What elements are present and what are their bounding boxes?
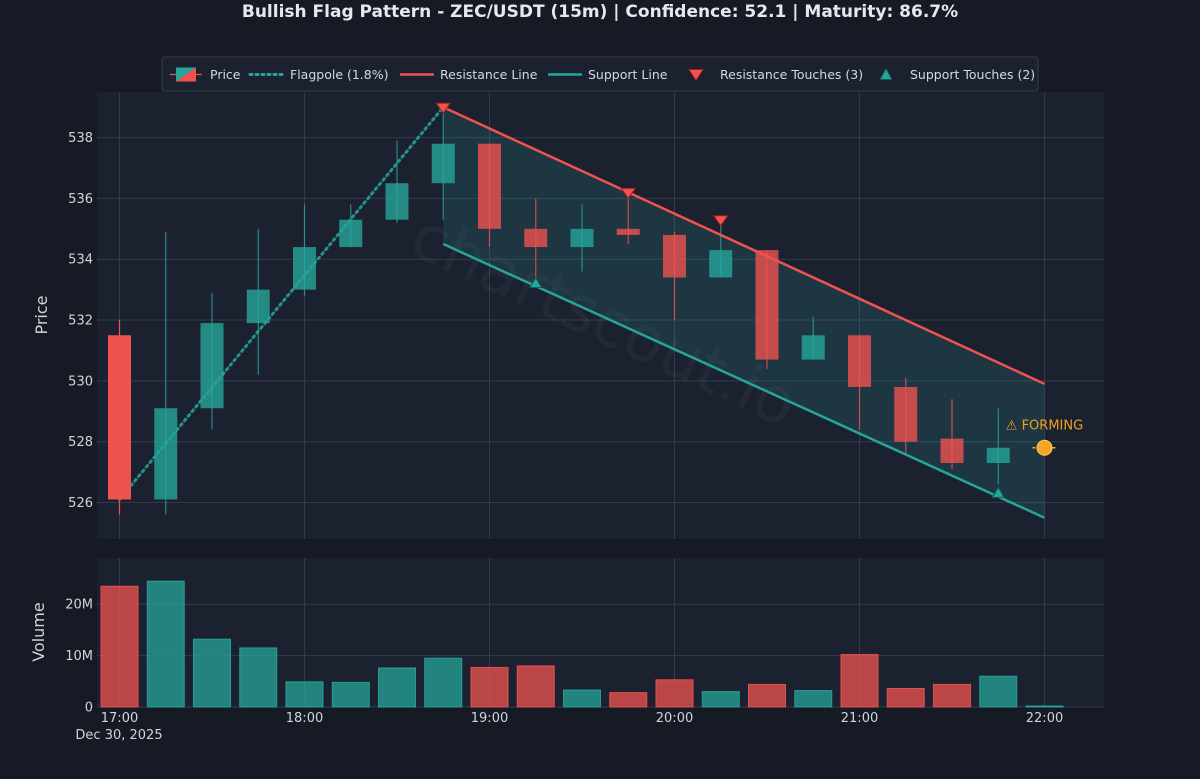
- legend-box: [161, 56, 1039, 92]
- support-touch-marker: [528, 276, 543, 289]
- volume-bar: [563, 689, 601, 708]
- volume-bar: [655, 679, 694, 708]
- volume-bar: [516, 665, 555, 708]
- candle-body: [200, 323, 224, 409]
- volume-y-tick-label: 20M: [65, 598, 93, 613]
- candle-body: [154, 408, 178, 500]
- x-tick-label: 21:00: [841, 711, 878, 726]
- price-y-tick-label: 538: [68, 131, 93, 146]
- volume-y-tick-label: 10M: [65, 649, 93, 664]
- candle-body: [478, 143, 501, 229]
- legend-label: Support Line: [588, 67, 668, 82]
- price-y-tick-label: 532: [68, 314, 93, 329]
- legend-entry: Support Touches (2): [879, 67, 1035, 82]
- forming-annotation: ⚠ FORMING: [1006, 419, 1083, 434]
- candle-body: [801, 335, 825, 360]
- legend: Price Flagpole (1.8%) Resistance Line Suppo…: [161, 56, 1039, 92]
- volume-bar: [979, 675, 1018, 708]
- candle-body: [524, 228, 548, 248]
- legend-entry: Support Line: [548, 67, 668, 82]
- legend-entry: Resistance Line: [400, 67, 538, 82]
- flag-channel-fill: [443, 107, 1045, 518]
- resistance-touch-marker: [712, 215, 729, 227]
- volume-layer: [100, 580, 1064, 708]
- price-y-tick-label: 534: [68, 253, 93, 268]
- volume-bar: [701, 691, 740, 708]
- volume-axis-label: Volume: [29, 602, 48, 662]
- x-tick-label: 17:00: [101, 711, 138, 726]
- volume-bar: [100, 585, 139, 708]
- legend-label: Price: [210, 67, 241, 82]
- volume-bar: [794, 690, 833, 708]
- price-y-tick-label: 526: [68, 496, 93, 511]
- legend-label: Resistance Touches (3): [720, 67, 863, 82]
- support-line: [442, 242, 1046, 519]
- x-tick-label: 18:00: [286, 711, 323, 726]
- candle-body: [848, 335, 871, 387]
- legend-entry: Flagpole (1.8%): [248, 67, 389, 82]
- legend-swatch-down: [176, 67, 196, 82]
- price-y-tick-label: 536: [68, 192, 93, 207]
- legend-swatch-triangle-down: [688, 69, 704, 82]
- legend-entry: Resistance Touches (3): [688, 67, 863, 82]
- volume-y-tick-label: 0: [85, 701, 93, 716]
- x-tick-label: 20:00: [656, 711, 693, 726]
- volume-bar: [285, 681, 324, 708]
- legend-label: Flagpole (1.8%): [290, 67, 389, 82]
- x-tick-label: 19:00: [471, 711, 508, 726]
- candle-body: [709, 250, 733, 278]
- volume-bar: [840, 654, 879, 708]
- candle-body: [339, 219, 363, 248]
- legend-label: Support Touches (2): [910, 67, 1035, 82]
- price-grid: [97, 92, 1104, 539]
- candle-body: [616, 228, 640, 235]
- support-touch-marker: [991, 486, 1006, 498]
- volume-bar: [239, 647, 278, 708]
- candle-body: [431, 143, 455, 184]
- x-tick-date-label: Dec 30, 2025: [75, 728, 162, 743]
- candle-body: [246, 289, 270, 324]
- price-y-ticks: 526 528 530 532 534 536 538: [68, 131, 93, 511]
- volume-bar: [331, 681, 370, 708]
- volume-bar: [609, 692, 648, 708]
- volume-bar: [146, 580, 185, 708]
- current-price-marker: [1036, 439, 1053, 456]
- volume-bar: [886, 688, 925, 708]
- candle-body: [663, 234, 686, 278]
- candle-body: [293, 247, 316, 290]
- candle-body: [755, 250, 779, 360]
- price-axis-label: Price: [32, 295, 51, 334]
- volume-bar: [748, 683, 786, 708]
- volume-bar: [424, 657, 463, 708]
- candle-body: [894, 386, 918, 442]
- volume-bar: [933, 683, 971, 708]
- volume-bar: [470, 666, 509, 708]
- resistance-touch-marker: [435, 102, 452, 115]
- legend-swatch-triangle-up: [879, 67, 893, 80]
- resistance-touch-marker: [620, 187, 637, 200]
- volume-bar: [193, 638, 231, 708]
- legend-label: Resistance Line: [440, 67, 538, 82]
- volume-y-ticks: 0 10M 20M: [65, 598, 93, 716]
- x-tick-label: 22:00: [1026, 711, 1063, 726]
- price-y-tick-label: 528: [68, 435, 93, 450]
- candle-body: [986, 447, 1010, 463]
- volume-bar: [378, 667, 416, 708]
- price-layer: ⚠ FORMING: [108, 102, 1083, 519]
- price-y-tick-label: 530: [68, 374, 93, 389]
- candle-body: [570, 228, 594, 248]
- volume-bar: [1025, 705, 1064, 708]
- candle-body: [385, 183, 409, 220]
- legend-entry: Price: [170, 67, 241, 82]
- x-ticks: 17:00 18:00 19:00 20:00 21:00 22:00: [101, 711, 1063, 726]
- chart-title: Bullish Flag Pattern - ZEC/USDT (15m) | …: [242, 2, 958, 22]
- candle-body: [108, 335, 131, 500]
- resistance-line: [442, 106, 1046, 386]
- candle-body: [940, 438, 964, 463]
